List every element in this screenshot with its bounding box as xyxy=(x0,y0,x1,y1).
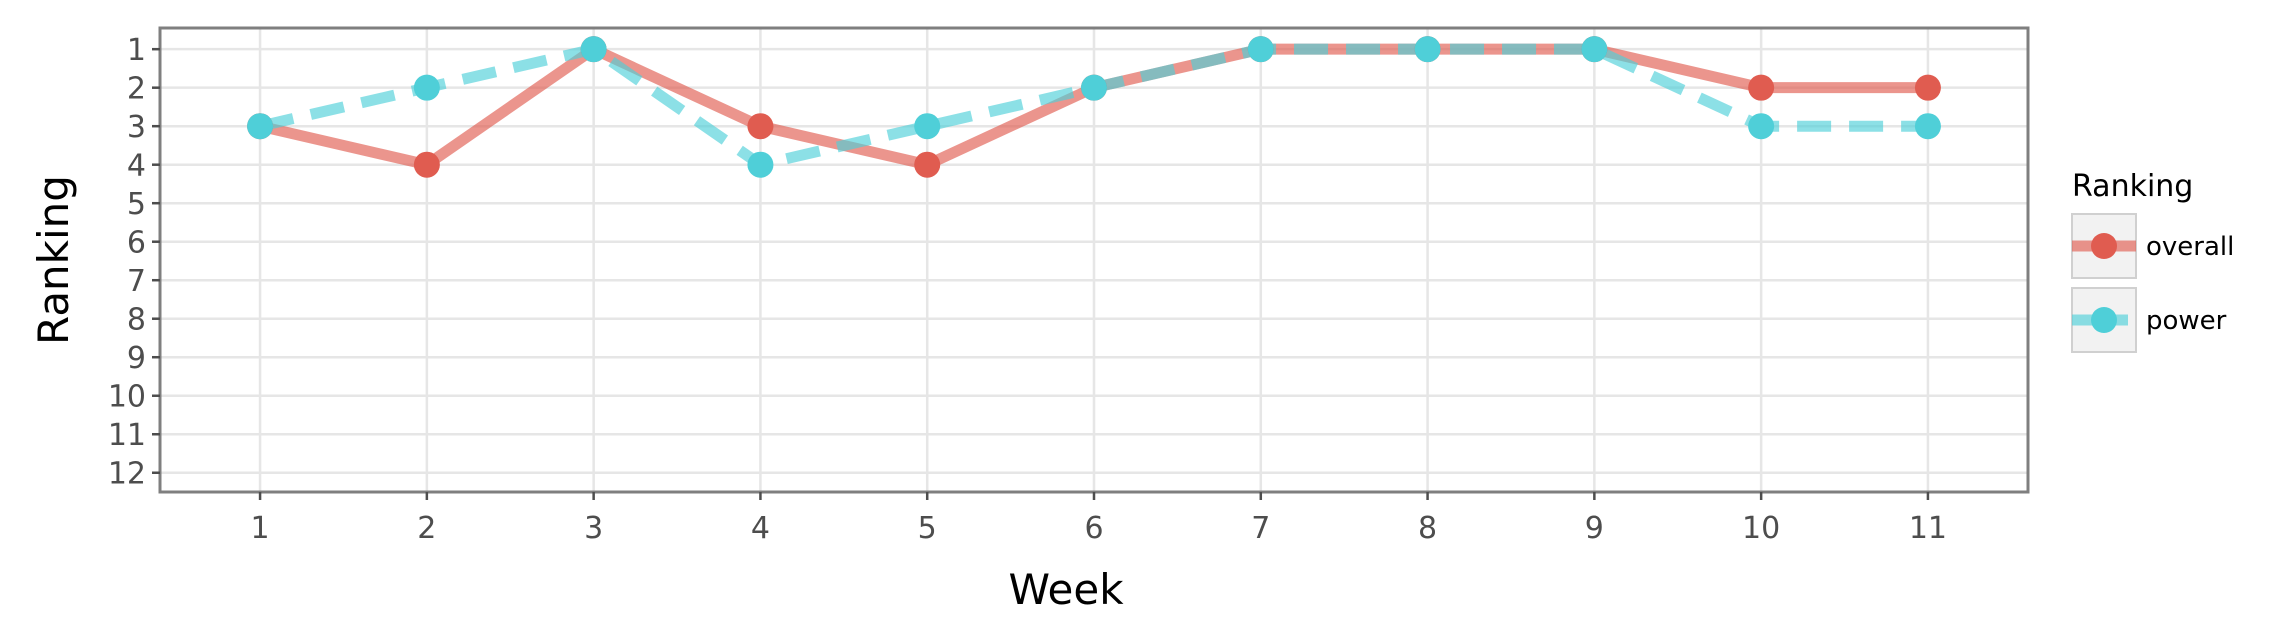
data-point-power xyxy=(1247,36,1274,63)
series-layer xyxy=(247,36,1941,178)
data-point-power xyxy=(1581,36,1608,63)
y-axis-title: Ranking xyxy=(29,175,78,345)
data-point-overall xyxy=(1914,74,1941,101)
legend-key-point xyxy=(2091,307,2117,333)
data-point-power xyxy=(1748,113,1775,140)
x-tick-label: 8 xyxy=(1418,511,1437,546)
data-point-power xyxy=(1914,113,1941,140)
legend-title: Ranking xyxy=(2072,169,2193,204)
data-point-power xyxy=(747,151,774,178)
legend: Ranking overall power xyxy=(2071,169,2234,353)
y-tick-label: 2 xyxy=(127,72,146,107)
legend-key-point xyxy=(2091,233,2117,259)
data-point-power xyxy=(1414,36,1441,63)
x-tick-label: 5 xyxy=(918,511,937,546)
x-axis-title: Week xyxy=(1008,565,1124,614)
data-point-power xyxy=(247,113,274,140)
y-tick-label: 9 xyxy=(127,341,146,376)
legend-item-power: power xyxy=(2071,287,2227,353)
legend-label-overall: overall xyxy=(2146,232,2234,262)
y-tick-label: 3 xyxy=(127,110,146,145)
legend-item-overall: overall xyxy=(2071,213,2234,279)
data-point-overall xyxy=(413,151,440,178)
x-tick-label: 10 xyxy=(1742,511,1780,546)
y-tick-label: 1 xyxy=(127,33,146,68)
y-tick-label: 5 xyxy=(127,187,146,222)
data-point-power xyxy=(413,74,440,101)
y-tick-label: 8 xyxy=(127,303,146,338)
y-tick-label: 12 xyxy=(108,457,146,492)
data-point-power xyxy=(1081,74,1107,101)
y-tick-label: 10 xyxy=(108,380,146,415)
x-tick-label: 1 xyxy=(251,511,270,546)
y-tick-label: 7 xyxy=(127,264,146,299)
y-tick-label: 11 xyxy=(108,418,146,453)
x-tick-label: 9 xyxy=(1585,511,1604,546)
data-point-overall xyxy=(747,113,774,140)
y-tick-label: 4 xyxy=(127,149,146,184)
data-point-power xyxy=(914,113,941,140)
x-tick-label: 7 xyxy=(1251,511,1270,546)
x-tick-label: 6 xyxy=(1084,511,1103,546)
data-point-overall xyxy=(1748,74,1775,101)
x-tick-label: 2 xyxy=(417,511,436,546)
legend-label-power: power xyxy=(2146,306,2227,336)
y-tick-label: 6 xyxy=(127,226,146,261)
x-tick-label: 11 xyxy=(1909,511,1947,546)
x-tick-label: 4 xyxy=(751,511,770,546)
x-tick-label: 3 xyxy=(584,511,603,546)
grid xyxy=(160,28,2028,492)
data-point-overall xyxy=(914,151,941,178)
data-point-power xyxy=(580,36,607,63)
